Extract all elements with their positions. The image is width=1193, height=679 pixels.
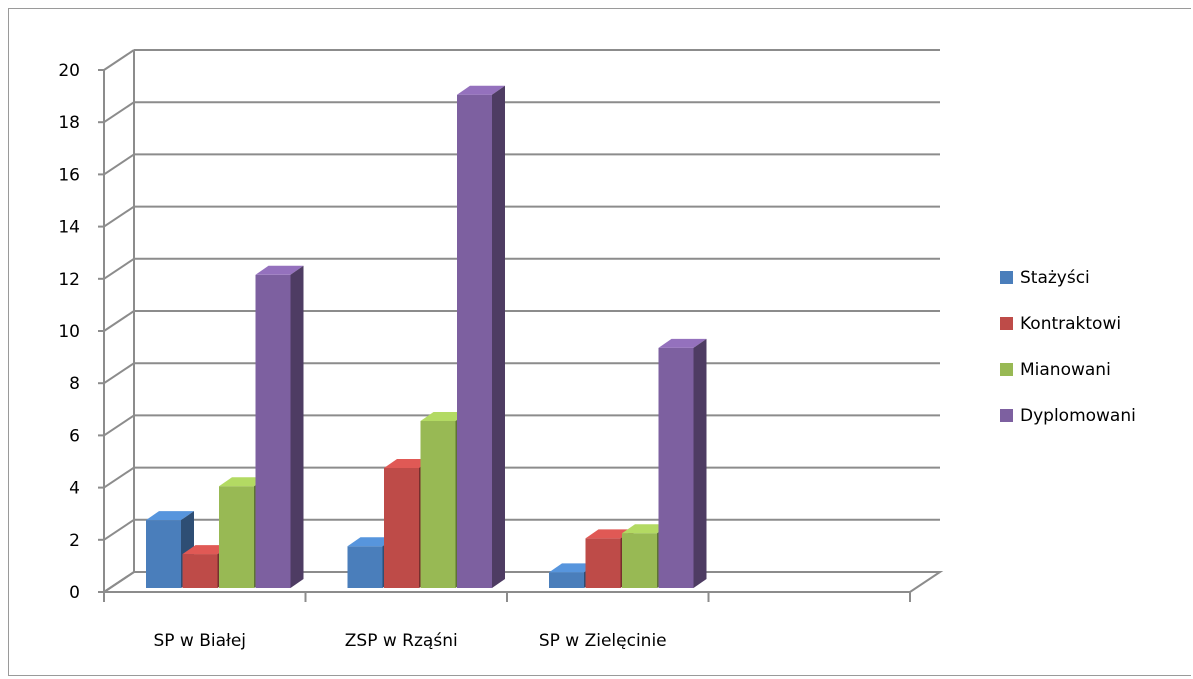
y-tick-label: 2	[69, 531, 80, 551]
bar-front	[255, 274, 291, 588]
bar-top	[146, 511, 194, 521]
gridline-side	[103, 101, 135, 124]
legend-label: Stażyści	[1020, 268, 1090, 288]
bar-front	[347, 546, 383, 588]
y-tick-label: 10	[58, 322, 80, 342]
bar-side	[693, 338, 707, 588]
gridline-side	[103, 362, 135, 385]
gridline-side	[103, 466, 135, 489]
bar-top	[420, 411, 469, 421]
x-tick-label: SP w Zielęcinie	[539, 631, 667, 651]
legend-swatch	[1000, 363, 1013, 376]
y-tick-label: 4	[69, 479, 80, 499]
bar-top	[255, 265, 304, 275]
legend-label: Kontraktowi	[1020, 314, 1121, 334]
bar-front	[585, 538, 621, 588]
y-tick-label: 0	[69, 583, 80, 603]
floor	[100, 571, 944, 593]
bar-top	[347, 537, 396, 547]
bar-front	[182, 554, 218, 588]
axes	[98, 50, 944, 602]
gridline-side	[103, 257, 135, 280]
legend-label: Dyplomowani	[1020, 406, 1136, 426]
legend: Stażyści Kontraktowi Mianowani Dyplomowani	[1000, 268, 1136, 426]
gridline-side	[103, 518, 135, 541]
bar-top	[182, 545, 231, 555]
legend-swatch	[1000, 271, 1013, 284]
bar-front	[384, 467, 419, 588]
legend-label: Mianowani	[1020, 360, 1111, 380]
tick-labels: 0 2 4 6 8 10 12 14 16 18 20 SP w Białej ZSP w Rząśni…	[58, 61, 666, 651]
bar-top	[658, 338, 707, 348]
gridline-side	[103, 49, 135, 71]
bar-front	[146, 520, 181, 588]
bar-top	[549, 563, 597, 573]
y-tick-label: 14	[58, 218, 80, 238]
bar	[457, 85, 505, 589]
bar-top	[622, 524, 670, 534]
legend-swatch	[1000, 409, 1013, 422]
x-tick-label: ZSP w Rząśni	[345, 631, 458, 651]
y-tick-label: 18	[58, 113, 80, 133]
bar-front	[219, 486, 254, 588]
bars	[146, 85, 707, 589]
bar-top	[457, 85, 505, 95]
bar-front	[457, 94, 492, 589]
x-tick-label: SP w Białej	[153, 631, 246, 651]
bar	[658, 338, 707, 588]
bar-front	[549, 572, 584, 588]
gridline-side	[103, 414, 135, 437]
bar-front	[658, 347, 694, 588]
bar-front	[420, 420, 456, 588]
bar-side	[290, 265, 304, 588]
y-tick-label: 20	[58, 61, 80, 81]
y-tick-label: 12	[58, 270, 80, 290]
gridline-side	[103, 153, 135, 176]
legend-swatch	[1000, 317, 1013, 330]
y-tick-label: 6	[69, 426, 80, 446]
bar	[255, 265, 304, 588]
gridline-side	[103, 205, 135, 228]
y-tick-label: 8	[69, 374, 80, 394]
bar-side	[492, 85, 505, 589]
y-tick-label: 16	[58, 165, 80, 185]
bar-top	[219, 477, 267, 487]
bar	[146, 511, 194, 588]
bar-front	[622, 533, 657, 588]
gridline-side	[103, 310, 135, 332]
bar-top	[585, 529, 634, 539]
bar-top	[384, 458, 432, 468]
